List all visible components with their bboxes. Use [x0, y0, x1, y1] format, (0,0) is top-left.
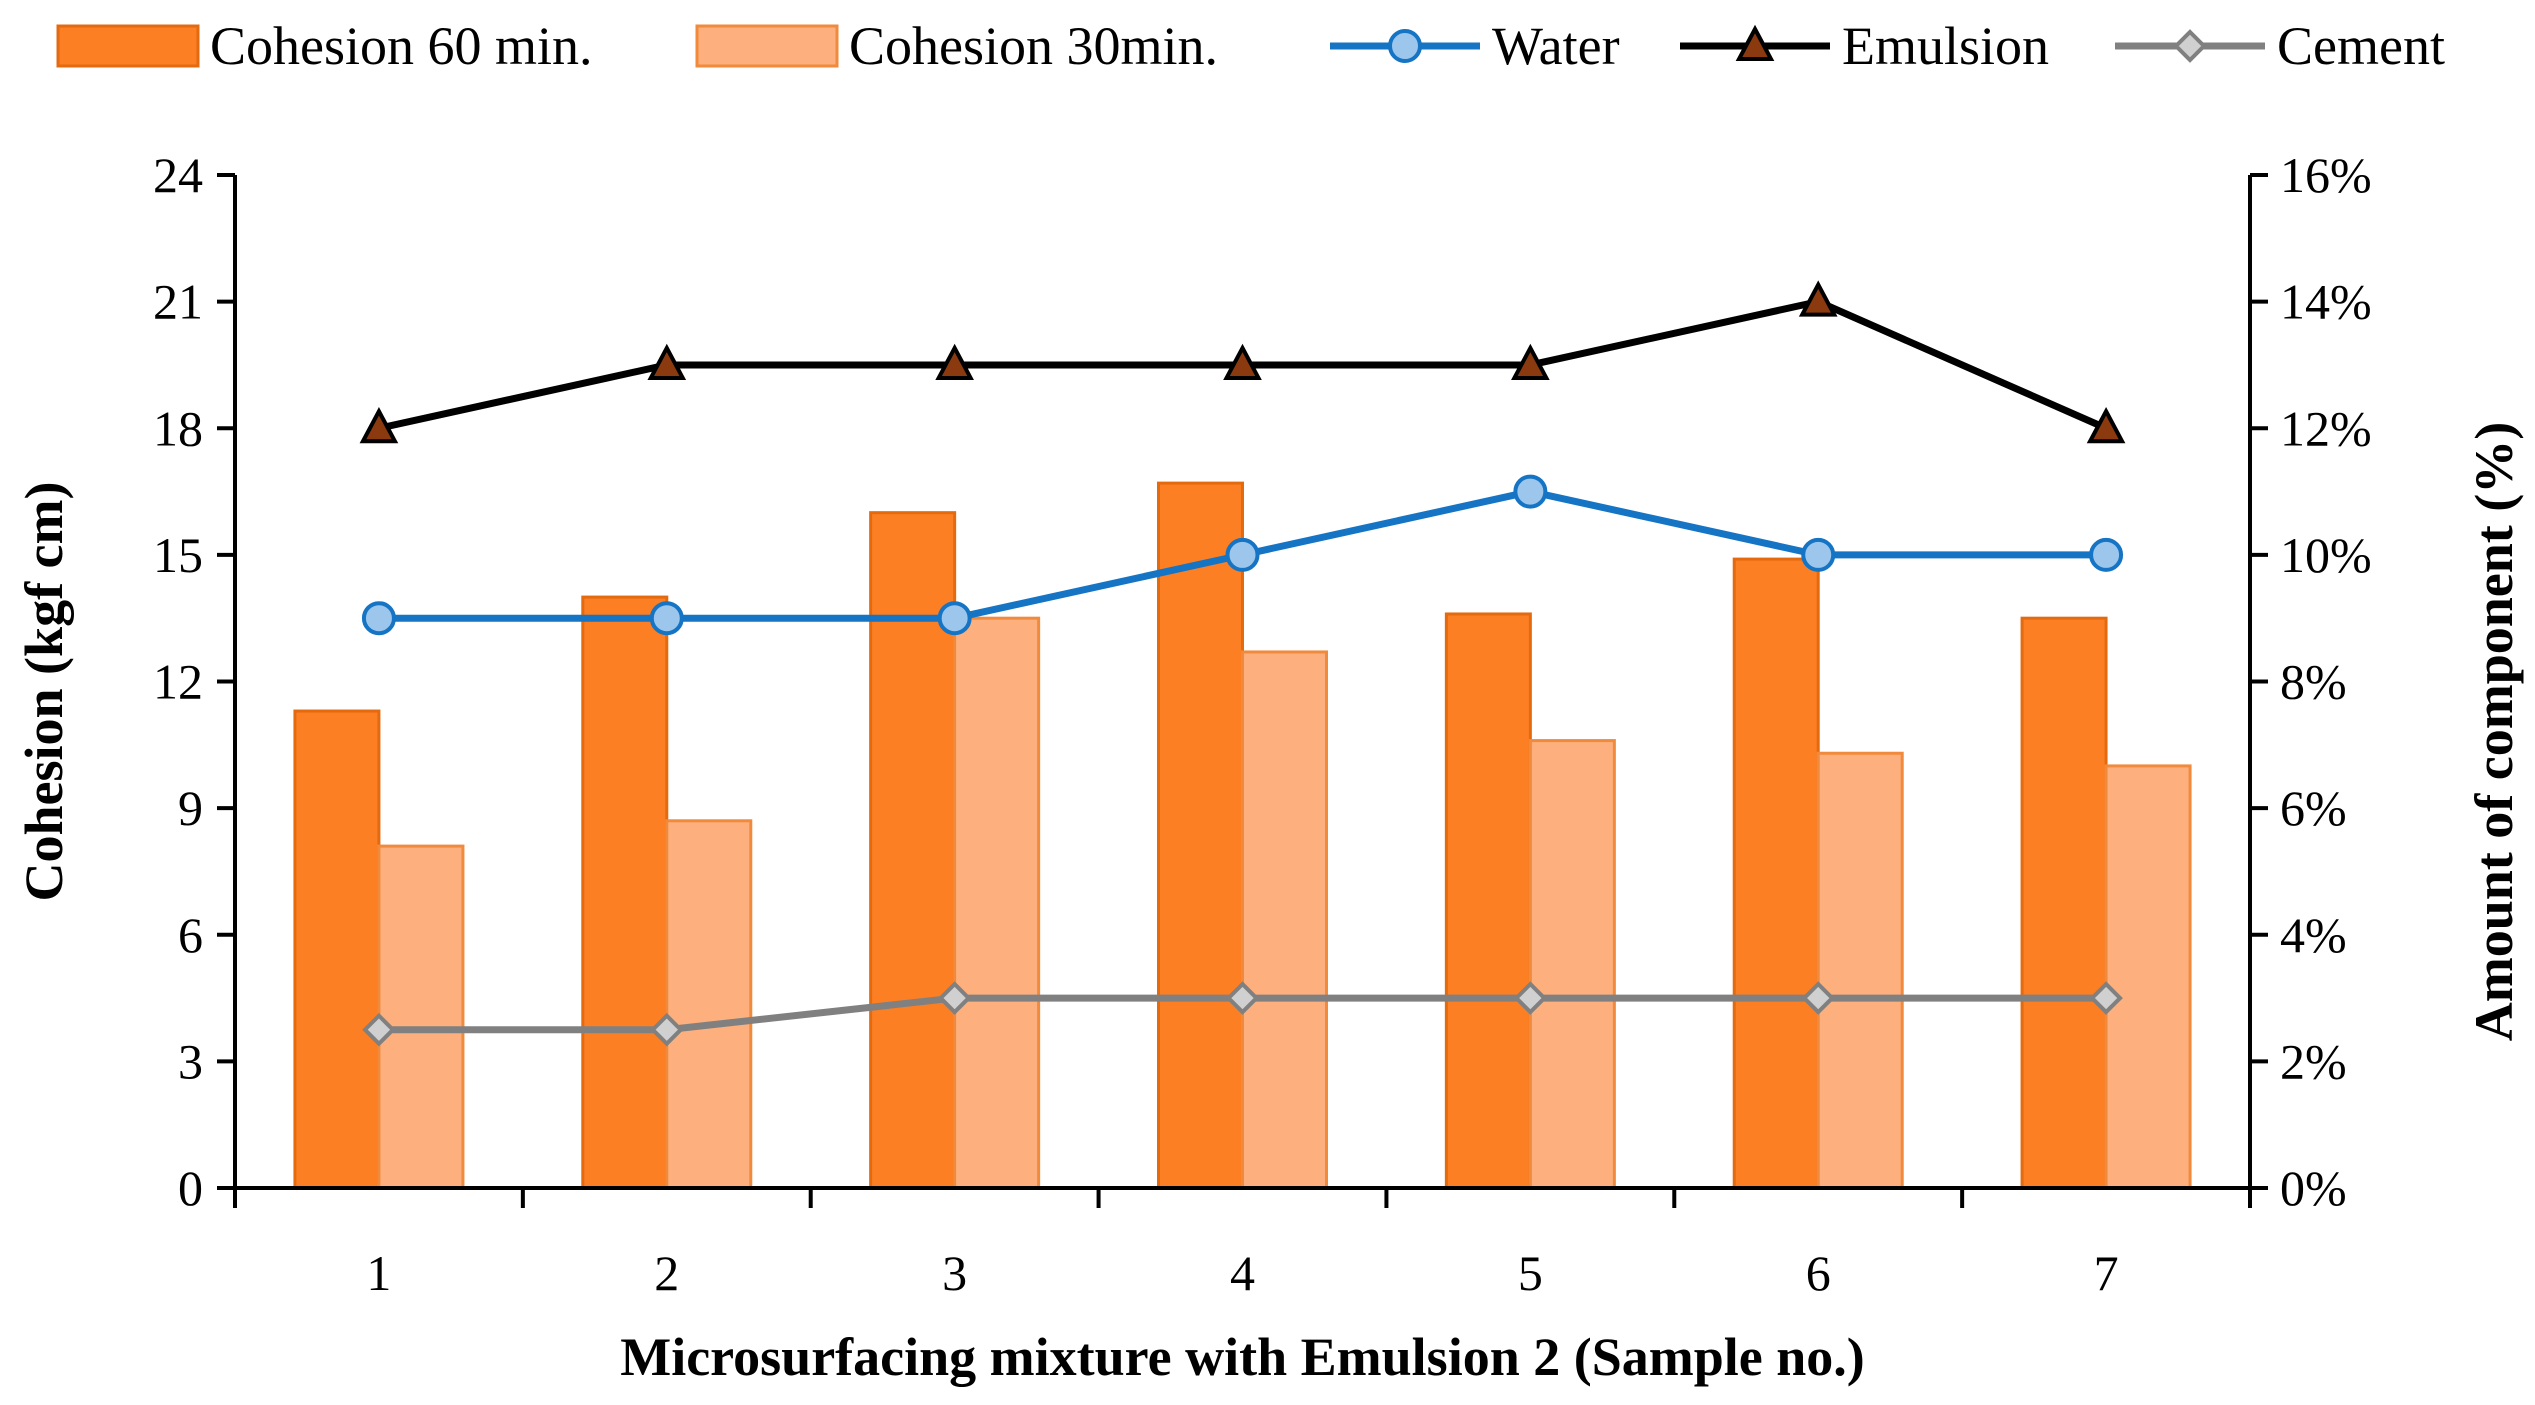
x-tick-label-5: 5 [1518, 1245, 1543, 1301]
legend-swatch-cohesion-60-min [56, 24, 200, 68]
y-left-tick-label: 3 [178, 1033, 203, 1089]
point-emulsion-3 [935, 343, 974, 380]
bar-group [293, 481, 2192, 1190]
point-emulsion-4 [1223, 343, 1262, 380]
bar-cohesion-60-min-4 [1157, 481, 1244, 1190]
y-right-tick-label: 14% [2280, 274, 2372, 330]
line-group [359, 280, 2126, 1047]
point-cement-1 [362, 1012, 396, 1047]
y-left-tick-label: 12 [153, 654, 203, 710]
x-axis-title: Microsurfacing mixture with Emulsion 2 (… [620, 1327, 1865, 1387]
y-left-tick-label: 15 [153, 527, 203, 583]
y-left-tick-label: 21 [153, 274, 203, 330]
legend-marker-water [1388, 29, 1422, 63]
point-emulsion-2 [647, 343, 687, 380]
point-emulsion-6 [1798, 280, 1838, 317]
point-cement-2 [649, 1012, 684, 1047]
x-tick-label-3: 3 [942, 1245, 967, 1301]
legend-label-emulsion: Emulsion [1842, 16, 2049, 76]
point-cement-4 [1225, 981, 1260, 1015]
legend-marker-emulsion [1735, 24, 1775, 61]
y-axis-left-title: Cohesion (kgf cm) [14, 482, 74, 902]
y-left-tick-label: 0 [178, 1160, 203, 1216]
y-left-tick-label: 18 [153, 400, 203, 456]
y-right-tick-label: 4% [2280, 907, 2347, 963]
bar-cohesion-60-min-6 [1732, 557, 1820, 1190]
y-right-tick-label: 8% [2280, 654, 2347, 710]
x-tick-label-1: 1 [366, 1245, 391, 1301]
y-right-tick-label: 10% [2280, 527, 2372, 583]
point-water-3 [937, 601, 972, 636]
y-right-tick-label: 2% [2280, 1033, 2347, 1089]
point-cement-5 [1513, 981, 1548, 1015]
bar-cohesion-30min-1 [377, 844, 465, 1190]
legend-label-water: Water [1492, 16, 1620, 76]
point-water-5 [1513, 474, 1548, 509]
legend-marker-cement [2173, 29, 2207, 63]
point-emulsion-1 [359, 407, 399, 444]
y-right-tick-label: 6% [2280, 780, 2347, 836]
point-cement-3 [937, 981, 972, 1015]
bar-cohesion-30min-6 [1816, 751, 1904, 1190]
point-cement-6 [1801, 981, 1836, 1015]
y-right-tick-label: 12% [2280, 400, 2372, 456]
bar-cohesion-30min-5 [1528, 739, 1616, 1190]
y-right-tick-label: 16% [2280, 147, 2372, 203]
legend-label-cohesion-60-min: Cohesion 60 min. [210, 16, 593, 76]
point-emulsion-7 [2086, 407, 2126, 444]
y-right-tick-label: 0% [2280, 1160, 2347, 1216]
legend-label-cohesion-30min: Cohesion 30min. [849, 16, 1218, 76]
y-left-tick-label: 6 [178, 907, 203, 963]
point-water-1 [361, 601, 396, 636]
bar-cohesion-30min-3 [953, 616, 1041, 1190]
point-water-6 [1801, 537, 1836, 572]
point-water-4 [1225, 537, 1260, 572]
legend-label-cement: Cement [2277, 16, 2445, 76]
y-left-tick-label: 24 [153, 147, 203, 203]
point-emulsion-5 [1511, 343, 1550, 380]
x-tick-label-6: 6 [1806, 1245, 1831, 1301]
axis-labels: Microsurfacing mixture with Emulsion 2 (… [14, 422, 2524, 1387]
y-axis-right-title: Amount of component (%) [2464, 422, 2524, 1041]
point-cement-7 [2089, 981, 2123, 1015]
x-tick-label-4: 4 [1230, 1245, 1255, 1301]
point-water-7 [2089, 537, 2124, 572]
x-tick-label-2: 2 [654, 1245, 679, 1301]
bar-cohesion-30min-2 [665, 819, 753, 1190]
bar-cohesion-60-min-2 [581, 595, 669, 1190]
bar-cohesion-60-min-7 [2020, 616, 2108, 1190]
point-water-2 [649, 601, 684, 636]
x-tick-label-7: 7 [2094, 1245, 2119, 1301]
bar-cohesion-60-min-5 [1444, 612, 1532, 1190]
legend-swatch-cohesion-30min [695, 24, 839, 68]
bar-cohesion-30min-4 [1241, 650, 1328, 1190]
bar-cohesion-60-min-1 [293, 709, 381, 1190]
legend: Cohesion 60 min. Cohesion 30min. Water Emul… [56, 16, 2445, 76]
bar-cohesion-30min-7 [2104, 764, 2192, 1190]
y-left-tick-label: 9 [178, 780, 203, 836]
